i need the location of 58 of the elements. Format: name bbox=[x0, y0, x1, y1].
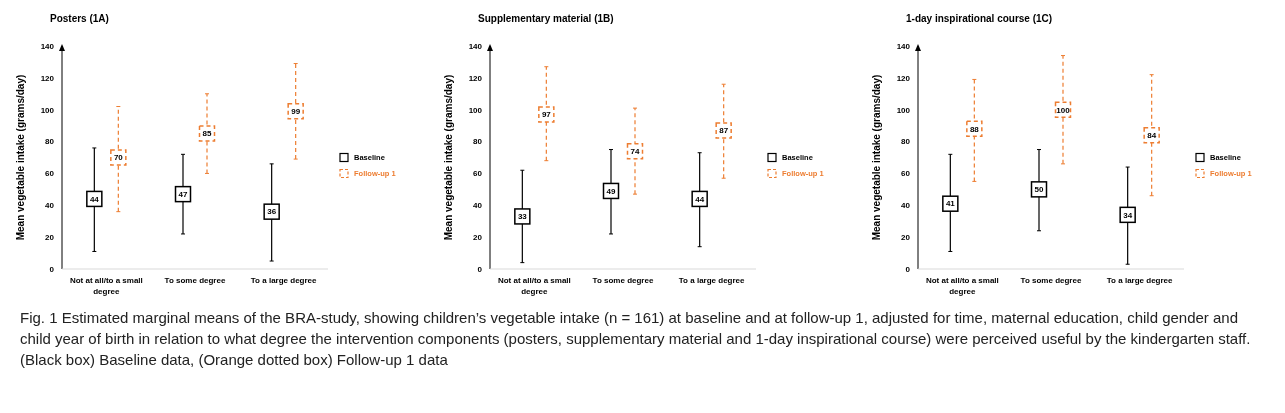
y-tick-label: 40 bbox=[473, 201, 483, 211]
y-tick-label: 40 bbox=[45, 201, 55, 211]
x-tick-label: To a large degree bbox=[678, 276, 746, 285]
y-axis-title: Mean vegetable intake (grams/day) bbox=[15, 74, 26, 241]
data-label: 88 bbox=[969, 124, 980, 134]
data-label: 85 bbox=[202, 129, 212, 139]
caption: Fig. 1 Estimated marginal means of the BRA-study, showing children’s vegetable intake (n = 161) at baseline and at follow-up 1, adjusted for time, maternal education, child gender and child year of birth in relation to what degree the intervention components (posters, supplementary material and 1-day inspirational course) were perceived useful by the kindergarten staff. (Black box) Baseline data, (Orange dotted box) Follow-up 1 data bbox=[19, 308, 1252, 370]
x-tick-label: To a large degree bbox=[1106, 276, 1174, 285]
y-tick-label: 60 bbox=[473, 169, 483, 179]
data-label: 44 bbox=[89, 194, 100, 204]
y-tick-label: 20 bbox=[473, 232, 483, 242]
data-label: 99 bbox=[291, 107, 301, 117]
y-tick-label: 120 bbox=[896, 73, 911, 83]
y-tick-label: 60 bbox=[45, 169, 55, 179]
y-tick-label: 20 bbox=[901, 232, 911, 242]
x-tick-label: To some degree bbox=[1020, 276, 1082, 285]
data-label: 44 bbox=[695, 194, 705, 204]
data-label: 50 bbox=[1034, 185, 1044, 195]
y-tick-label: 80 bbox=[901, 137, 911, 147]
y-tick-label: 140 bbox=[468, 41, 483, 51]
data-label: 47 bbox=[178, 189, 188, 199]
y-tick-label: 100 bbox=[40, 105, 55, 115]
x-tick-label: Not at all/to a small degree bbox=[69, 276, 143, 296]
data-label: 97 bbox=[541, 110, 552, 120]
y-tick-label: 0 bbox=[905, 264, 911, 274]
data-label: 41 bbox=[945, 199, 956, 209]
y-tick-label: 120 bbox=[468, 73, 483, 83]
data-label: 100 bbox=[1056, 105, 1071, 115]
x-tick-label: Not at all/to a small degree bbox=[925, 276, 999, 296]
y-tick-label: 140 bbox=[896, 41, 911, 51]
y-tick-label: 100 bbox=[468, 105, 483, 115]
data-label: 49 bbox=[606, 186, 616, 196]
y-tick-label: 80 bbox=[473, 137, 483, 147]
x-tick-label: To some degree bbox=[592, 276, 654, 285]
data-label: 74 bbox=[630, 146, 640, 156]
y-tick-label: 0 bbox=[49, 264, 55, 274]
x-tick-label: Not at all/to a small degree bbox=[497, 276, 571, 296]
y-axis-title: Mean vegetable intake (grams/day) bbox=[443, 74, 454, 241]
y-axis-title: Mean vegetable intake (grams/day) bbox=[871, 74, 882, 241]
y-tick-label: 80 bbox=[45, 137, 55, 147]
y-tick-label: 60 bbox=[901, 169, 911, 179]
data-label: 36 bbox=[267, 207, 277, 217]
chart-title: Supplementary material (1B) bbox=[478, 13, 614, 24]
y-tick-label: 120 bbox=[40, 73, 55, 83]
data-label: 84 bbox=[1147, 131, 1157, 140]
data-label: 87 bbox=[719, 126, 729, 136]
data-label: 33 bbox=[517, 212, 528, 222]
chart-title: Posters (1A) bbox=[50, 13, 109, 24]
x-tick-label: To some degree bbox=[164, 276, 226, 285]
y-tick-label: 140 bbox=[40, 41, 55, 51]
y-tick-label: 20 bbox=[45, 232, 55, 242]
y-tick-label: 40 bbox=[901, 201, 911, 211]
data-label: 34 bbox=[1123, 210, 1133, 220]
chart-title: 1-day inspirational course (1C) bbox=[906, 13, 1053, 24]
data-label: 70 bbox=[113, 153, 124, 163]
y-tick-label: 100 bbox=[896, 105, 911, 115]
y-tick-label: 0 bbox=[477, 264, 483, 274]
x-tick-label: To a large degree bbox=[250, 276, 318, 285]
